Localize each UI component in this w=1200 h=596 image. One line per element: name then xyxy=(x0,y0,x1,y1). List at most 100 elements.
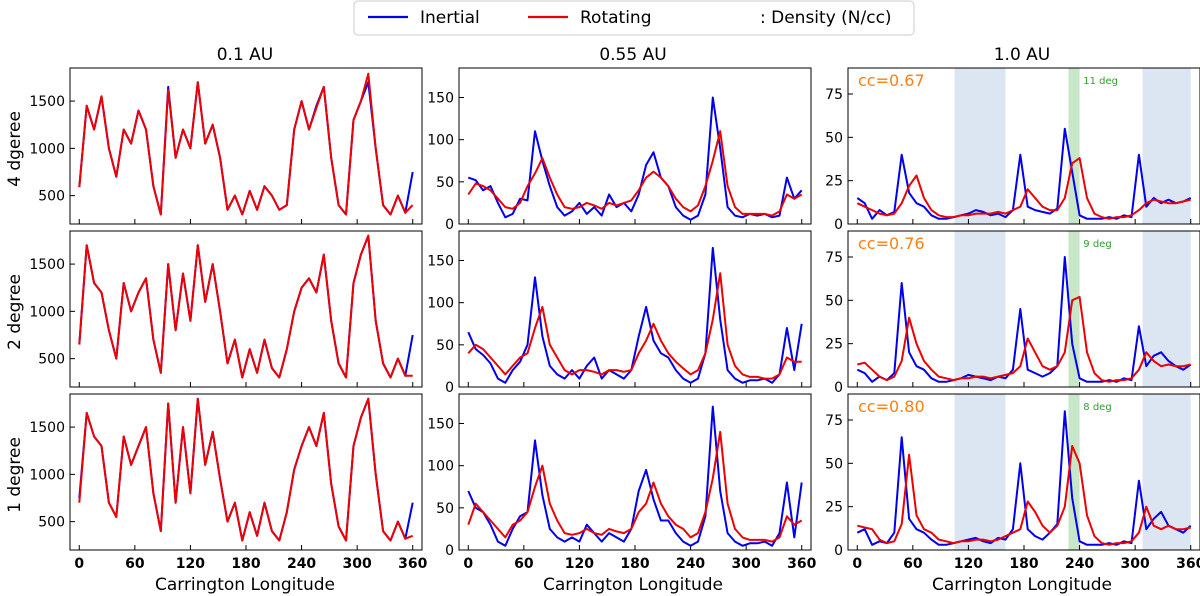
y-tick-label: 50 xyxy=(436,501,454,517)
x-axis-label-0: Carrington Longitude xyxy=(155,575,335,595)
series-line-rotating xyxy=(78,397,414,542)
x-axis-label-1: Carrington Longitude xyxy=(543,575,723,595)
series-line-rotating xyxy=(78,72,414,216)
x-tick-label: 180 xyxy=(1009,556,1038,572)
shaded-band xyxy=(954,394,1006,550)
y-tick-label: 50 xyxy=(436,175,454,191)
column-title-0: 0.1 AU xyxy=(217,45,274,65)
panel-r2-c2: 0 25 50 75 0 60 120 180 240 300 360 cc=0.80 8 deg xyxy=(825,393,1200,572)
y-tick-label: 75 xyxy=(825,413,843,429)
cc-value: cc=0.80 xyxy=(858,397,925,416)
y-tick-label: 100 xyxy=(427,296,454,312)
x-tick-label: 300 xyxy=(343,556,372,572)
panel-r1-c0: 500 1000 1500 xyxy=(29,230,423,388)
shaded-band xyxy=(954,231,1006,387)
series-line-rotating xyxy=(78,234,413,379)
legend: Inertial Rotating : Density (N/cc) xyxy=(353,0,915,36)
x-tick-label: 240 xyxy=(676,556,705,572)
legend-frame xyxy=(353,0,915,36)
legend-inertial-label: Inertial xyxy=(420,8,480,28)
panel-r1-c1: 0 50 100 150 xyxy=(427,230,812,396)
y-tick-label: 0 xyxy=(445,217,454,233)
x-tick-label: 240 xyxy=(287,556,316,572)
column-title-2: 1.0 AU xyxy=(994,45,1051,65)
x-tick-label: 360 xyxy=(787,556,816,572)
row-label-0: 4 dgeree xyxy=(5,111,25,187)
x-tick-label: 120 xyxy=(954,556,983,572)
shaded-band xyxy=(954,68,1006,224)
y-tick-label: 0 xyxy=(834,543,843,559)
lag-value: 11 deg xyxy=(1083,76,1118,87)
shaded-band xyxy=(1142,231,1191,387)
x-tick-label: 360 xyxy=(1176,556,1200,572)
x-tick-label: 120 xyxy=(176,556,205,572)
series-line-rotating xyxy=(467,130,803,217)
lag-value: 8 deg xyxy=(1083,402,1111,413)
series-line-inertial xyxy=(78,397,414,542)
lag-band xyxy=(1068,68,1080,224)
lag-band xyxy=(1068,231,1080,387)
y-tick-label: 1500 xyxy=(29,420,65,436)
series-line-rotating xyxy=(857,295,1191,383)
series-line-inertial xyxy=(467,405,803,547)
y-tick-label: 500 xyxy=(38,515,65,531)
y-tick-label: 25 xyxy=(825,174,843,190)
x-tick-label: 60 xyxy=(514,556,534,572)
y-tick-label: 75 xyxy=(825,87,843,103)
y-tick-label: 0 xyxy=(445,543,454,559)
panel-r0-c0: 500 1000 1500 xyxy=(29,67,423,225)
y-tick-label: 1000 xyxy=(29,141,65,157)
series-line-rotating xyxy=(467,272,802,380)
y-tick-label: 100 xyxy=(427,133,454,149)
shaded-band xyxy=(1142,68,1191,224)
x-tick-label: 180 xyxy=(231,556,260,572)
x-tick-label: 60 xyxy=(125,556,145,572)
lag-value: 9 deg xyxy=(1083,239,1111,250)
series-line-inertial xyxy=(467,246,803,384)
series-line-inertial xyxy=(467,96,803,221)
panel-r2-c1: 0 50 100 150 0 60 120 180 240 300 360 xyxy=(427,393,817,572)
y-tick-label: 50 xyxy=(825,456,843,472)
x-tick-label: 0 xyxy=(74,556,84,572)
x-tick-label: 180 xyxy=(620,556,649,572)
x-tick-label: 300 xyxy=(1121,556,1150,572)
y-tick-label: 50 xyxy=(436,338,454,354)
panel-r1-c2: 0 25 50 75 cc=0.76 9 deg xyxy=(825,230,1200,396)
y-tick-label: 50 xyxy=(825,293,843,309)
y-tick-label: 1000 xyxy=(29,304,65,320)
row-label-2: 1 degree xyxy=(5,437,25,513)
y-tick-label: 500 xyxy=(38,352,65,368)
x-axis-label-2: Carrington Longitude xyxy=(932,575,1112,595)
y-tick-label: 0 xyxy=(445,380,454,396)
series-line-inertial xyxy=(856,410,1192,546)
series-line-rotating xyxy=(857,445,1191,546)
x-tick-label: 240 xyxy=(1065,556,1094,572)
series-line-rotating xyxy=(856,157,1191,220)
x-tick-label: 120 xyxy=(565,556,594,572)
series-line-inertial xyxy=(856,127,1192,220)
y-tick-label: 25 xyxy=(825,337,843,353)
y-tick-label: 1500 xyxy=(29,94,65,110)
cc-value: cc=0.76 xyxy=(858,234,925,253)
legend-density-note: : Density (N/cc) xyxy=(760,8,892,28)
series-line-inertial xyxy=(78,81,414,216)
column-title-1: 0.55 AU xyxy=(599,45,666,65)
lag-band xyxy=(1068,394,1080,550)
y-tick-label: 150 xyxy=(427,91,454,107)
x-tick-label: 60 xyxy=(903,556,923,572)
x-tick-label: 0 xyxy=(463,556,473,572)
y-tick-label: 500 xyxy=(38,189,65,205)
x-tick-label: 360 xyxy=(398,556,427,572)
panel-r0-c1: 0 50 100 150 xyxy=(427,67,812,233)
row-label-1: 2 degree xyxy=(5,274,25,350)
x-tick-label: 0 xyxy=(852,556,862,572)
series-line-rotating xyxy=(467,430,803,543)
y-tick-label: 0 xyxy=(834,380,843,396)
y-tick-label: 50 xyxy=(825,130,843,146)
y-tick-label: 150 xyxy=(427,254,454,270)
y-tick-label: 0 xyxy=(834,217,843,233)
panel-r2-c0: 500 1000 1500 0 60 120 180 240 300 360 xyxy=(29,393,428,572)
x-tick-label: 300 xyxy=(732,556,761,572)
y-tick-label: 25 xyxy=(825,500,843,516)
